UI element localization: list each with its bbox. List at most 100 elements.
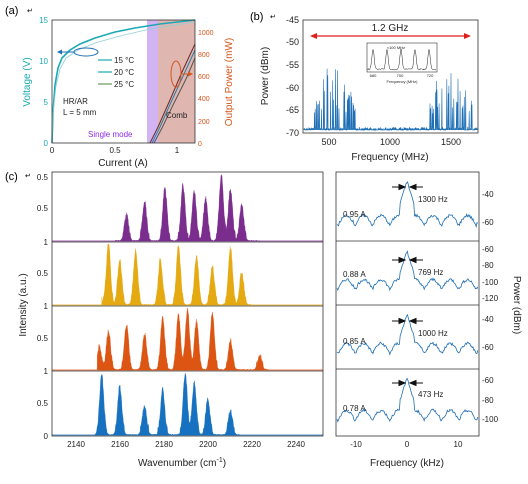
panel-a-xlabel: Current (A) xyxy=(98,158,147,169)
panel-c-y-ticks: 1 0.5 0.5 1 0.5 1 0.5 0 0.5 xyxy=(37,173,49,441)
panel-b-frame xyxy=(302,19,479,134)
y-tick: 0.5 xyxy=(37,334,49,343)
y-left-tick: 0 xyxy=(44,139,49,148)
panel-d-current-labels: 0.95 A 0.88 A 0.85 A 0.78 A xyxy=(343,210,366,413)
rf-trace xyxy=(303,68,478,132)
edit-mark: ↵ xyxy=(25,173,31,180)
panel-d: 0.95 A 0.88 A 0.85 A 0.78 A 1300 Hz 769 … xyxy=(335,171,522,469)
panel-c-x-ticks: 2140 2160 2180 2200 2220 2240 xyxy=(67,440,305,449)
optical-spectra xyxy=(52,174,323,436)
x-tick: 2160 xyxy=(111,440,129,449)
edit-mark: ↵ xyxy=(27,8,33,15)
inset-spectrum xyxy=(367,48,437,71)
panel-d-linewidth-labels: 1300 Hz 769 Hz 1000 Hz 473 Hz xyxy=(418,195,448,399)
x-tick: 1000 xyxy=(380,137,400,147)
inset-ticks: 680 700 720 xyxy=(370,73,434,78)
panel-d-xlabel: Frequency (kHz) xyxy=(370,458,444,469)
panel-a-x-ticks: 0 0.5 1 xyxy=(50,146,180,155)
y-tick: 1 xyxy=(44,367,49,376)
y-tick: 0.5 xyxy=(37,173,49,182)
panel-c-dividers xyxy=(52,241,323,372)
y-tick: -70 xyxy=(286,128,299,138)
y-tick: -40 xyxy=(482,190,494,199)
arrow-head xyxy=(310,33,317,39)
panel-b-y-ticks: -45 -50 -55 -60 -65 -70 xyxy=(286,15,299,138)
current-label: 0.85 A xyxy=(343,337,366,346)
linewidth-label: 1000 Hz xyxy=(418,329,448,338)
voltage-ellipse xyxy=(73,47,99,57)
y-tick: -80 xyxy=(482,396,494,405)
linewidth-arrows xyxy=(392,183,423,387)
inset-tick: 680 xyxy=(370,73,377,78)
panel-a-label: (a) xyxy=(5,5,18,17)
y-tick: -65 xyxy=(286,105,299,115)
y-tick: -60 xyxy=(482,343,494,352)
y-tick: -45 xyxy=(286,15,299,25)
beatnote-trace xyxy=(336,378,479,423)
x-tick: 1 xyxy=(175,146,180,155)
legend-entry: 20 °C xyxy=(114,68,134,77)
y-tick: 0 xyxy=(44,432,49,441)
single-mode-label: Single mode xyxy=(88,130,133,139)
x-tick: -10 xyxy=(350,440,362,449)
y-tick: -100 xyxy=(482,415,499,424)
panel-d-ylabel: Power (dBm) xyxy=(511,276,522,334)
current-label: 0.95 A xyxy=(343,210,366,219)
y-tick: 0.5 xyxy=(37,269,49,278)
panel-c-label: (c) xyxy=(5,171,18,183)
span-label: 1.2 GHz xyxy=(372,23,409,34)
legend-entry: 15 °C xyxy=(114,56,134,65)
y-right-tick: 1000 xyxy=(198,30,214,37)
arrow-head xyxy=(188,71,193,77)
panel-a-ylabel-left: Voltage (V) xyxy=(22,57,33,106)
beatnote-trace xyxy=(336,313,479,356)
voltage-curve xyxy=(51,19,196,144)
current-label: 0.88 A xyxy=(343,270,366,279)
panel-d-dividers xyxy=(336,240,479,370)
beatnote-trace xyxy=(336,250,479,292)
y-left-tick: 10 xyxy=(39,57,48,66)
inset-span: ≈100 MHz xyxy=(387,45,405,50)
y-tick: -80 xyxy=(482,261,494,270)
x-tick: 10 xyxy=(454,440,463,449)
y-left-tick: 15 xyxy=(39,16,48,25)
y-right-tick: 200 xyxy=(198,119,210,126)
panel-d-x-ticks: -10 0 10 xyxy=(350,440,463,449)
panel-a-legend: 15 °C 20 °C 25 °C xyxy=(98,56,134,89)
y-tick: -60 xyxy=(482,245,494,254)
comb-label: Comb xyxy=(166,111,188,120)
x-tick: 1500 xyxy=(441,137,461,147)
linewidth-label: 769 Hz xyxy=(418,268,443,277)
panel-b-label: (b) xyxy=(250,11,263,23)
panel-c-frame xyxy=(51,171,324,437)
x-tick: 500 xyxy=(321,137,336,147)
current-label: 0.78 A xyxy=(343,404,366,413)
inset-tick: 700 xyxy=(397,73,404,78)
optical-spectrum-fill xyxy=(94,372,240,436)
panel-a-left-ticks: 0 5 10 15 xyxy=(39,16,48,148)
inset-xlabel: Frequency (MHz) xyxy=(387,79,419,84)
panel-a-right-ticks: 0 200 400 600 800 1000 xyxy=(198,30,214,148)
beatnote-spectra xyxy=(336,180,479,423)
optical-spectrum-fill xyxy=(101,243,251,306)
x-tick: 2200 xyxy=(199,440,217,449)
panel-a-ylabel-right: Output Power (mW) xyxy=(224,38,235,126)
x-tick: 0 xyxy=(405,440,410,449)
voltage-curve-2 xyxy=(51,21,196,144)
y-right-tick: 0 xyxy=(198,141,202,148)
panel-d-frame xyxy=(335,171,480,437)
y-tick: 0.5 xyxy=(37,204,49,213)
single-mode-region xyxy=(147,20,158,143)
x-tick: 2220 xyxy=(243,440,261,449)
inset-tick: 720 xyxy=(427,73,434,78)
panel-c-xlabel: Wavenumber (cm-1) xyxy=(138,457,226,469)
x-tick: 0 xyxy=(50,146,55,155)
panel-a-frame xyxy=(51,19,196,144)
panel-a: (a) ↵ 0 5 10 15 0 200 400 600 800 1000 xyxy=(5,5,235,169)
panel-b: (b) ↵ 1.2 GHz ≈100 MHz 680 700 720 Frequ… xyxy=(250,11,479,163)
panel-c-ylabel: Intensity (a.u.) xyxy=(18,273,29,336)
legend-entry: 25 °C xyxy=(114,80,134,89)
y-right-tick: 400 xyxy=(198,96,210,103)
power-curve-20C xyxy=(151,49,196,144)
